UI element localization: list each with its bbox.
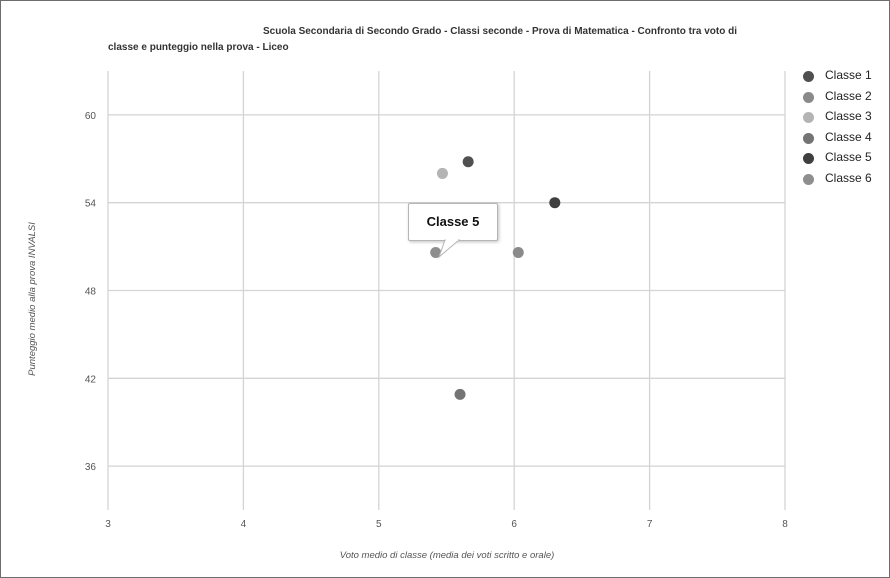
legend-label-classe-3: Classe 3 (825, 109, 872, 124)
legend-label-classe-5: Classe 5 (825, 150, 872, 165)
tick-label-layer: 3 4 5 6 7 8 36 42 48 54 60 (85, 111, 788, 530)
legend-marker-classe-5 (803, 153, 814, 165)
legend-item-classe-1[interactable]: Classe 1 (801, 67, 887, 88)
legend-item-classe-6[interactable]: Classe 6 (801, 170, 887, 191)
legend-marker-classe-2 (803, 91, 814, 103)
legend-item-classe-4[interactable]: Classe 4 (801, 129, 887, 150)
data-point-layer (430, 156, 561, 400)
data-point-classe-1[interactable] (462, 156, 474, 168)
x-tick-label-5: 5 (376, 519, 382, 530)
tooltip-label: Classe 5 (426, 214, 480, 229)
data-point-classe-3[interactable] (436, 167, 448, 179)
x-tick-label-6: 6 (511, 519, 517, 530)
x-tick-label-8: 8 (782, 519, 788, 530)
legend-label-classe-6: Classe 6 (825, 170, 872, 185)
legend-marker-classe-1 (803, 71, 814, 82)
legend-item-classe-2[interactable]: Classe 2 (801, 88, 887, 109)
x-tick-label-4: 4 (241, 519, 247, 530)
legend-marker-classe-3 (803, 112, 814, 124)
y-tick-label-42: 42 (85, 374, 97, 385)
data-point-classe-5[interactable] (549, 197, 561, 209)
chart-title-line-2: classe e punteggio nella prova - Liceo (108, 42, 289, 53)
legend: Classe 1 Classe 2 Classe 3 Classe 4 Clas… (801, 67, 887, 191)
data-point-classe-2[interactable] (512, 246, 524, 258)
data-point-classe-4[interactable] (454, 388, 466, 400)
chart-title-line-1: Scuola Secondaria di Secondo Grado - Cla… (263, 26, 737, 37)
hover-tooltip: Classe 5 (408, 203, 498, 241)
y-tick-label-36: 36 (85, 462, 97, 473)
x-axis-label: Voto medio di classe (media dei voti scr… (340, 550, 555, 561)
grid-layer (107, 71, 786, 510)
y-tick-label-60: 60 (85, 111, 97, 122)
x-tick-label-7: 7 (647, 519, 653, 530)
legend-label-classe-2: Classe 2 (825, 88, 872, 103)
legend-item-classe-5[interactable]: Classe 5 (801, 149, 887, 170)
y-tick-label-48: 48 (85, 287, 97, 298)
legend-label-classe-1: Classe 1 (825, 68, 872, 82)
legend-marker-classe-4 (803, 132, 814, 144)
y-tick-label-54: 54 (85, 199, 97, 210)
legend-marker-classe-6 (803, 173, 814, 185)
y-axis-label: Punteggio medio alla prova INVALSI (27, 222, 38, 376)
x-tick-label-3: 3 (105, 519, 111, 530)
legend-item-classe-3[interactable]: Classe 3 (801, 108, 887, 129)
legend-label-classe-4: Classe 4 (825, 129, 872, 144)
data-point-classe-6[interactable] (430, 246, 442, 258)
